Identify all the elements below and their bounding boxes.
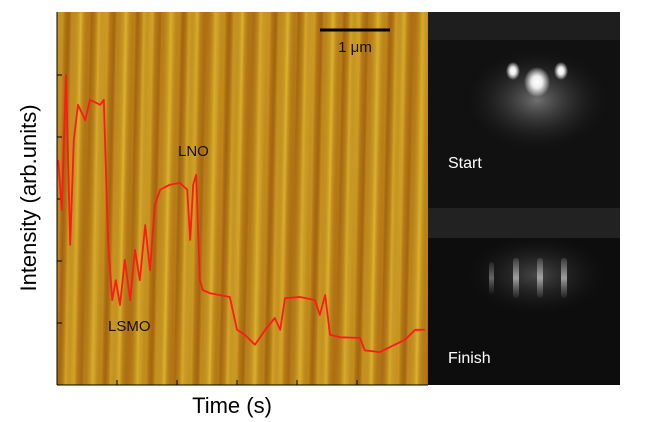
- annotation: LNO: [178, 143, 209, 160]
- rheed-shadow: [428, 12, 620, 40]
- panel-label: Finish: [448, 350, 491, 367]
- annotation: LSMO: [108, 318, 151, 335]
- rheed-streak: [513, 258, 519, 298]
- rheed-streak: [489, 262, 494, 294]
- rheed-streak: [561, 258, 567, 298]
- afm-texture: [57, 12, 428, 385]
- panel-label: Start: [448, 155, 482, 172]
- x-axis-label: Time (s): [192, 393, 272, 418]
- rheed-spot: [554, 62, 568, 80]
- rheed-glow: [467, 50, 607, 150]
- scale-bar-label: 1 μm: [338, 39, 372, 56]
- rheed-shadow: [428, 208, 620, 238]
- rheed-spot: [524, 67, 550, 97]
- rheed-spot: [506, 62, 520, 80]
- y-axis-label: Intensity (arb.units): [16, 104, 41, 291]
- data-line: [57, 74, 425, 353]
- rheed-streak: [537, 258, 543, 298]
